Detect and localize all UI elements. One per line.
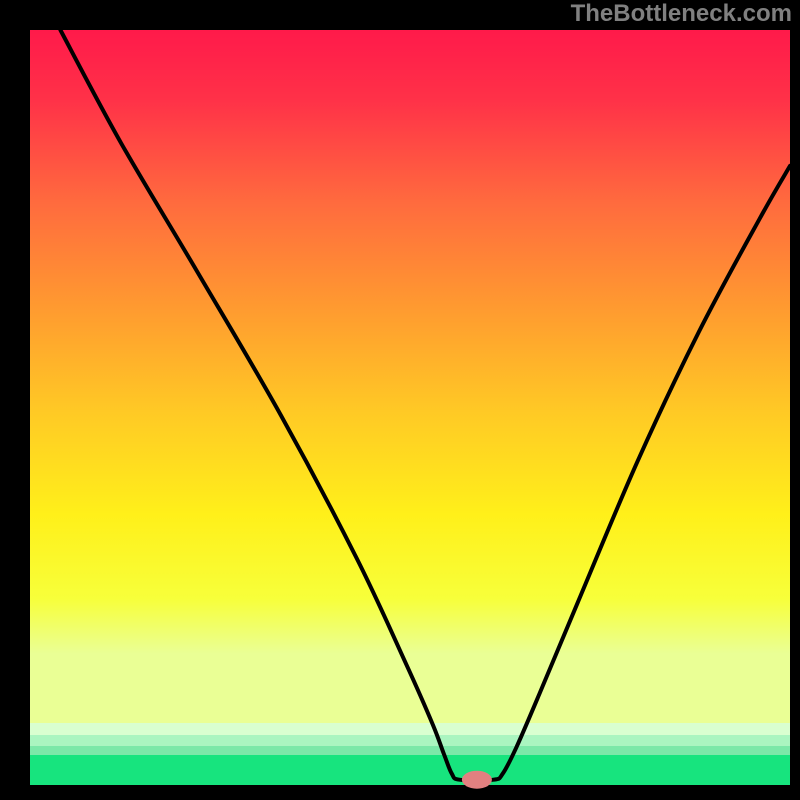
band-2 xyxy=(30,746,790,755)
chart-root: TheBottleneck.com xyxy=(0,0,800,800)
band-0 xyxy=(30,723,790,735)
border-left xyxy=(0,0,30,800)
band-1 xyxy=(30,735,790,746)
band-3 xyxy=(30,755,790,785)
plot-gradient xyxy=(30,30,790,723)
border-bottom xyxy=(0,785,800,800)
border-right xyxy=(790,0,800,800)
border-top xyxy=(0,0,800,30)
